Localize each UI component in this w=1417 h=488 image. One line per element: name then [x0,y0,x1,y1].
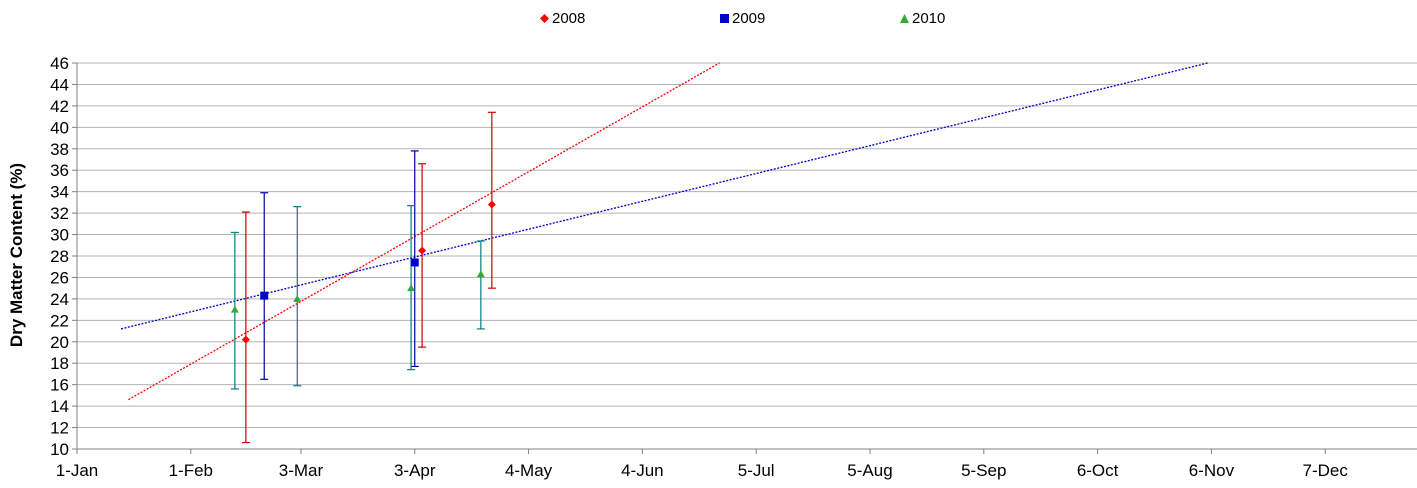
x-tick-label: 5-Aug [847,461,892,480]
x-tick-labels: 1-Jan 1-Feb 3-Mar 3-Apr 4-May 4-Jun 5-Jul 5-Aug… [56,461,1349,480]
data-point-2010 [407,284,416,292]
y-tick-label: 20 [50,333,69,352]
y-tick-label: 30 [50,226,69,245]
trendline-2009 [120,62,1208,330]
axes [72,62,1417,454]
data-point-2010 [293,294,302,302]
data-point-2010 [476,270,485,278]
trendline-2008 [128,62,720,401]
data-point-2008 [418,246,427,255]
legend-item-2009: 2009 [720,10,765,27]
legend-label-2010: 2010 [912,10,946,27]
data-point-2008 [241,335,250,344]
x-tick-label: 1-Jan [56,461,99,480]
y-tick-label: 28 [50,247,69,266]
y-tick-label: 12 [50,419,69,438]
y-tick-label: 24 [50,290,69,309]
x-tick-label: 5-Jul [738,461,775,480]
legend-label-2008: 2008 [552,10,586,27]
data-point-2008 [487,200,496,209]
x-tick-label: 3-Apr [394,461,436,480]
x-tick-label: 6-Nov [1189,461,1235,480]
y-tick-label: 46 [50,54,69,73]
x-tick-label: 3-Mar [279,461,324,480]
y-tick-label: 36 [50,161,69,180]
grid [77,62,1417,450]
legend-item-2008: 2008 [540,10,585,27]
y-tick-label: 32 [50,204,69,223]
data-point-2010 [230,305,239,313]
x-tick-label: 4-Jun [621,461,664,480]
y-tick-label: 38 [50,140,69,159]
y-tick-label: 34 [50,183,69,202]
data-point-2009 [260,291,269,300]
y-tick-label: 42 [50,97,69,116]
y-tick-label: 10 [50,440,69,459]
diamond-marker-icon [540,10,549,27]
legend: 2008 2009 2010 [0,10,1417,32]
data-markers [230,200,496,344]
y-tick-label: 14 [50,397,69,416]
x-tick-label: 4-May [505,461,553,480]
y-tick-label: 16 [50,376,69,395]
x-tick-label: 5-Sep [961,461,1006,480]
data-point-2009 [410,258,419,267]
x-tick-label: 7-Dec [1303,461,1349,480]
y-tick-label: 26 [50,268,69,287]
triangle-marker-icon [900,10,909,27]
y-tick-label: 22 [50,311,69,330]
y-tick-label: 18 [50,354,69,373]
x-tick-label: 1-Feb [169,461,213,480]
legend-label-2009: 2009 [732,10,766,27]
y-tick-label: 44 [50,75,69,94]
y-tick-labels: 10 12 14 16 18 20 22 24 26 28 30 32 34 36 38 40 42 44 46 [50,54,69,459]
trendlines [120,62,1208,401]
y-tick-label: 40 [50,118,69,137]
y-axis-title: Dry Matter Content (%) [7,163,26,347]
legend-item-2010: 2010 [900,10,945,27]
x-tick-label: 6-Oct [1077,461,1119,480]
square-marker-icon [720,10,729,27]
